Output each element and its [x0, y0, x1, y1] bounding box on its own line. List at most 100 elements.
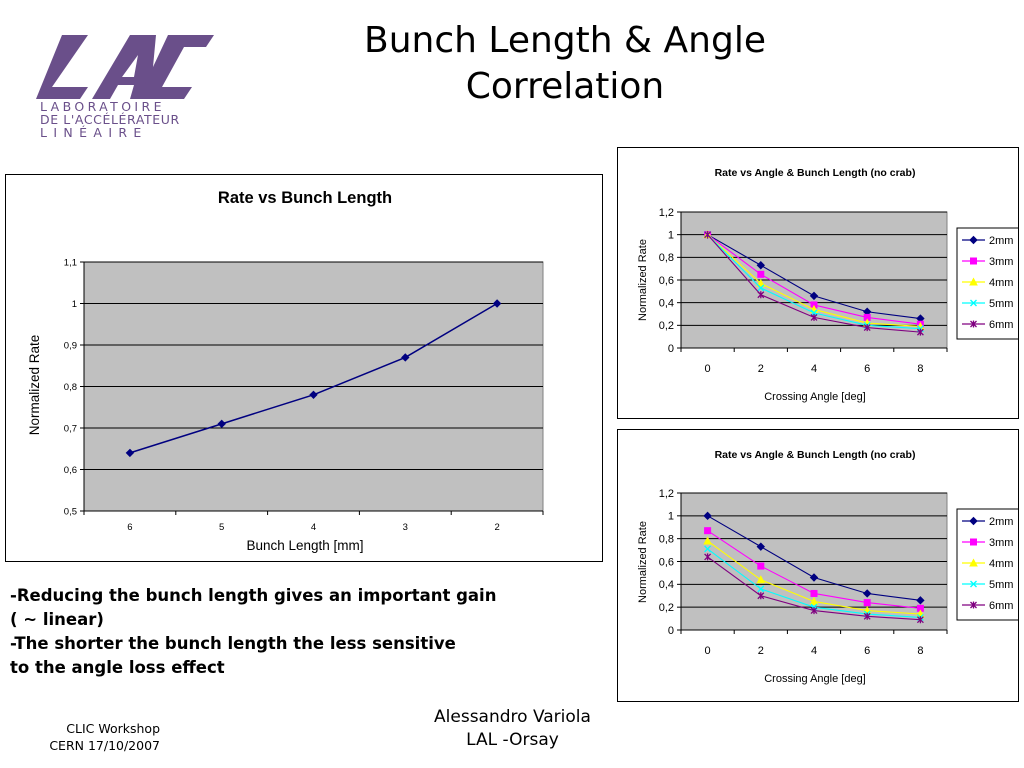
- legend-marker: [970, 580, 977, 588]
- x-axis-label: Crossing Angle [deg]: [764, 391, 866, 403]
- data-point: [916, 616, 924, 624]
- legend-label: 3mm: [989, 537, 1013, 549]
- y-tick-label: 0,4: [659, 579, 674, 591]
- y-tick-label: 0,6: [659, 275, 674, 287]
- chart-rate-vs-bunch-length: Rate vs Bunch Length 0,5 0,6 0,7 0,8 0,9 1 1,1 6…: [5, 174, 603, 562]
- legend-label: 5mm: [989, 298, 1013, 310]
- data-point: [916, 596, 925, 605]
- data-point: [757, 291, 765, 299]
- data-point: [704, 553, 712, 561]
- legend-label: 3mm: [989, 256, 1013, 268]
- legend-label: 4mm: [989, 558, 1013, 570]
- x-tick-label: 8: [917, 645, 923, 657]
- data-point: [703, 536, 712, 545]
- data-point: [810, 589, 818, 597]
- y-tick-label: 1,2: [659, 488, 674, 500]
- legend-label: 5mm: [989, 579, 1013, 591]
- y-tick-label: 1,1: [64, 257, 77, 268]
- x-tick-label: 6: [127, 522, 132, 533]
- chart-rate-vs-angle-top-svg: Rate vs Angle & Bunch Length (no crab) 0 0…: [637, 167, 1018, 403]
- legend-label: 4mm: [989, 277, 1013, 289]
- legend-marker: [970, 320, 977, 328]
- legend-box: [956, 227, 1018, 340]
- y-tick-label: 0,2: [659, 320, 674, 332]
- y-tick-label: 0,8: [659, 534, 674, 546]
- legend-label: 6mm: [989, 600, 1013, 612]
- data-point: [863, 599, 871, 607]
- chart-rate-vs-angle-bottom: Rate vs Angle & Bunch Length (no crab) 0 0…: [617, 429, 1019, 702]
- legend-label: 2mm: [989, 235, 1013, 247]
- y-tick-label: 0: [668, 343, 674, 355]
- data-point: [125, 448, 135, 458]
- x-tick-label: 2: [758, 363, 764, 375]
- x-tick-label: 2: [494, 522, 499, 533]
- data-point: [756, 261, 766, 270]
- data-point: [217, 419, 226, 429]
- data-point: [704, 545, 712, 553]
- footer-author-affiliation: LAL -Orsay: [466, 730, 559, 750]
- data-point: [756, 575, 766, 584]
- footer-author: Alessandro Variola LAL -Orsay: [400, 706, 625, 752]
- data-point: [810, 313, 818, 321]
- y-tick-label: 0: [668, 625, 674, 637]
- x-tick-label: 5: [219, 522, 224, 533]
- x-tick-label: 8: [917, 363, 923, 375]
- x-tick-label: 0: [705, 645, 711, 657]
- data-point: [757, 562, 765, 570]
- legend-marker: [969, 277, 978, 286]
- x-axis-label: Crossing Angle [deg]: [764, 673, 866, 685]
- x-tick-label: 6: [864, 645, 870, 657]
- y-axis-label: Normalized Rate: [637, 521, 649, 603]
- data-point: [704, 231, 712, 239]
- bullet-line-3: -The shorter the bunch length the less s…: [10, 634, 456, 653]
- y-tick-label: 0,9: [64, 340, 77, 351]
- legend-marker: [970, 601, 977, 609]
- legend-marker: [970, 257, 977, 265]
- data-point: [756, 542, 766, 551]
- footer-author-name: Alessandro Variola: [434, 707, 591, 727]
- footer-event: CLIC Workshop CERN 17/10/2007: [10, 720, 160, 754]
- y-tick-label: 0,6: [64, 465, 77, 476]
- legend-marker: [970, 538, 977, 546]
- data-point: [703, 511, 712, 521]
- legend-box: [956, 508, 1018, 621]
- data-point: [309, 390, 318, 400]
- chart-rate-vs-bunch-length-svg: Rate vs Bunch Length 0,5 0,6 0,7 0,8 0,9 1 1,1 6…: [27, 189, 544, 553]
- y-tick-label: 0,2: [659, 602, 674, 614]
- data-point: [810, 607, 818, 615]
- chart-rate-vs-angle-top: Rate vs Angle & Bunch Length (no crab) 0 0…: [617, 147, 1019, 419]
- y-tick-label: 0,8: [659, 252, 674, 264]
- data-point: [862, 589, 872, 598]
- y-axis-label: Normalized Rate: [27, 335, 42, 436]
- legend-marker: [969, 516, 978, 526]
- y-tick-label: 0,4: [659, 298, 674, 310]
- chart-title: Rate vs Angle & Bunch Length (no crab): [715, 449, 916, 461]
- y-tick-label: 0,6: [659, 556, 674, 568]
- x-tick-label: 4: [311, 522, 316, 533]
- legend-marker: [969, 235, 978, 245]
- data-point: [809, 596, 819, 605]
- bullet-line-2: ( ~ linear): [10, 610, 104, 629]
- legend-label: 2mm: [989, 516, 1013, 528]
- chart-title: Rate vs Bunch Length: [218, 189, 392, 207]
- y-tick-label: 0,8: [64, 382, 77, 393]
- data-point: [863, 324, 871, 332]
- slide-title-line-1: Bunch Length & Angle: [364, 20, 766, 61]
- data-point: [401, 353, 410, 362]
- data-point: [809, 291, 819, 301]
- data-point: [916, 328, 924, 336]
- x-tick-label: 0: [705, 363, 711, 375]
- y-tick-label: 0,5: [64, 506, 77, 517]
- logo-text-line-2: DE L'ACCÉLÉRATEUR: [40, 112, 180, 127]
- y-axis-label: Normalized Rate: [637, 239, 649, 321]
- data-point: [757, 284, 765, 292]
- slide-title-line-2: Correlation: [465, 66, 665, 107]
- slide-title: Bunch Length & Angle Correlation: [330, 18, 800, 110]
- logo-text-line-1: LABORATOIRE: [40, 99, 165, 114]
- x-tick-label: 3: [403, 522, 408, 533]
- logo-text-line-3: L I N É A I R E: [40, 125, 143, 140]
- data-point: [757, 592, 765, 600]
- bullet-line-1: -Reducing the bunch length gives an impo…: [10, 586, 497, 605]
- data-point: [704, 527, 712, 535]
- x-tick-label: 2: [758, 645, 764, 657]
